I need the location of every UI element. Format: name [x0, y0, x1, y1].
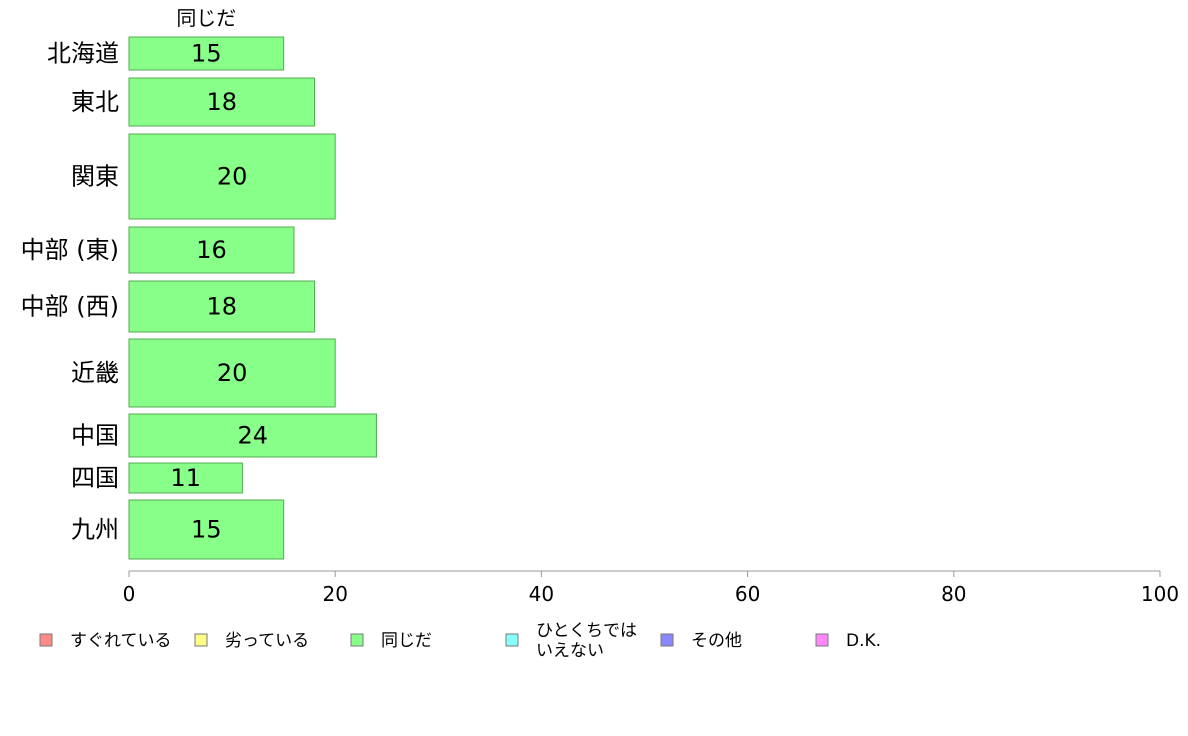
x-tick-label: 100 — [1141, 582, 1179, 606]
category-label: 中国 — [71, 422, 119, 450]
bar — [128, 36, 285, 71]
legend-swatch — [505, 633, 519, 647]
x-tick-label: 0 — [123, 582, 136, 606]
category-label: 近畿 — [71, 359, 119, 387]
x-tick-label: 60 — [735, 582, 760, 606]
data-label: 15 — [191, 516, 222, 544]
data-label: 16 — [196, 236, 227, 264]
legend-label: いえない — [536, 641, 604, 661]
category-label: 北海道 — [47, 40, 119, 68]
bar — [128, 280, 316, 333]
category-label: 中部 (西) — [21, 293, 119, 321]
x-tick-label: 40 — [529, 582, 554, 606]
legend-label: すぐれている — [70, 631, 172, 651]
data-label: 15 — [191, 40, 222, 68]
data-label: 11 — [170, 464, 201, 492]
legend-swatch — [194, 633, 208, 647]
category-label: 関東 — [71, 163, 119, 191]
category-label: 九州 — [71, 516, 119, 544]
data-label: 20 — [217, 163, 248, 191]
bar — [128, 226, 295, 274]
x-tick-label: 20 — [322, 582, 347, 606]
legend-swatch — [39, 633, 53, 647]
legend-label: ひとくちでは — [536, 621, 637, 641]
legend-label: 劣っている — [225, 631, 309, 651]
bar — [128, 499, 285, 560]
category-label: 東北 — [71, 88, 119, 116]
data-label: 20 — [217, 359, 248, 387]
legend-label: その他 — [691, 631, 742, 651]
bar — [128, 462, 243, 494]
legend-swatch — [815, 633, 829, 647]
category-label: 中部 (東) — [21, 236, 119, 264]
legend-swatch — [350, 633, 364, 647]
data-label: 18 — [207, 88, 238, 116]
data-label: 18 — [207, 293, 238, 321]
bar — [128, 413, 377, 458]
bar — [128, 133, 336, 220]
data-label: 24 — [237, 422, 268, 450]
legend-label: 同じだ — [381, 631, 432, 651]
series-title: 同じだ — [176, 6, 236, 30]
legend-swatch — [660, 633, 674, 647]
category-label: 四国 — [71, 464, 119, 492]
legend-label: D.K. — [846, 631, 881, 651]
bar — [128, 77, 316, 127]
x-tick-label: 80 — [941, 582, 966, 606]
bar — [128, 338, 336, 408]
